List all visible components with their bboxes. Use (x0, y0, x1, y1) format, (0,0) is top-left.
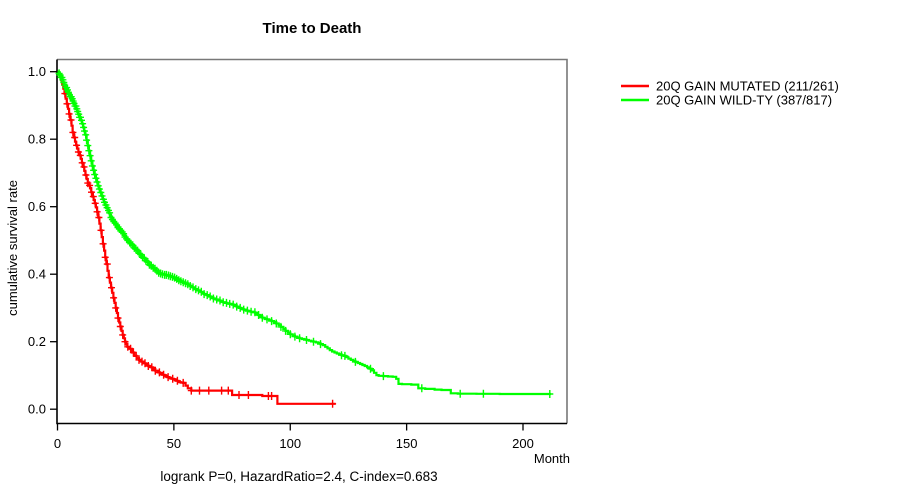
x-axis-label: Month (534, 451, 570, 466)
survival-curves (55, 69, 554, 408)
x-tick-label: 100 (279, 436, 301, 451)
y-axis-label: cumulative survival rate (5, 180, 20, 316)
legend-label: 20Q GAIN WILD-TY (387/817) (656, 93, 832, 108)
survival-curve-wildtype (57, 70, 551, 396)
censor-marks-wildtype (55, 69, 554, 398)
frame-axis-lines (56, 59, 567, 425)
chart-annotation: logrank P=0, HazardRatio=2.4, C-index=0.… (160, 469, 437, 484)
y-tick-label: 0.2 (28, 334, 46, 349)
legend-label: 20Q GAIN MUTATED (211/261) (656, 79, 839, 94)
legend-entry: 20Q GAIN MUTATED (211/261) (621, 79, 839, 94)
legend-entry: 20Q GAIN WILD-TY (387/817) (621, 93, 832, 108)
survival-curve-mutated (57, 70, 336, 405)
y-tick-label: 0.6 (28, 199, 46, 214)
x-tick-label: 50 (167, 436, 181, 451)
frame-top-right-border (57, 58, 568, 424)
chart-title: Time to Death (263, 20, 362, 37)
plot-frame (56, 58, 568, 425)
y-tick-label: 1.0 (28, 64, 46, 79)
x-tick-label: 150 (396, 436, 418, 451)
x-tick-label: 0 (54, 436, 61, 451)
x-axis-ticks: 0 50 100 150 200 (54, 423, 534, 451)
y-axis-ticks: 0.0 0.2 0.4 0.6 0.8 1.0 (28, 64, 57, 417)
legend: 20Q GAIN MUTATED (211/261)20Q GAIN WILD-… (621, 79, 839, 108)
y-tick-label: 0.4 (28, 267, 46, 282)
y-tick-label: 0.8 (28, 132, 46, 147)
x-tick-label: 200 (512, 436, 534, 451)
y-tick-label: 0.0 (28, 402, 46, 417)
censor-marks-mutated (61, 89, 337, 408)
